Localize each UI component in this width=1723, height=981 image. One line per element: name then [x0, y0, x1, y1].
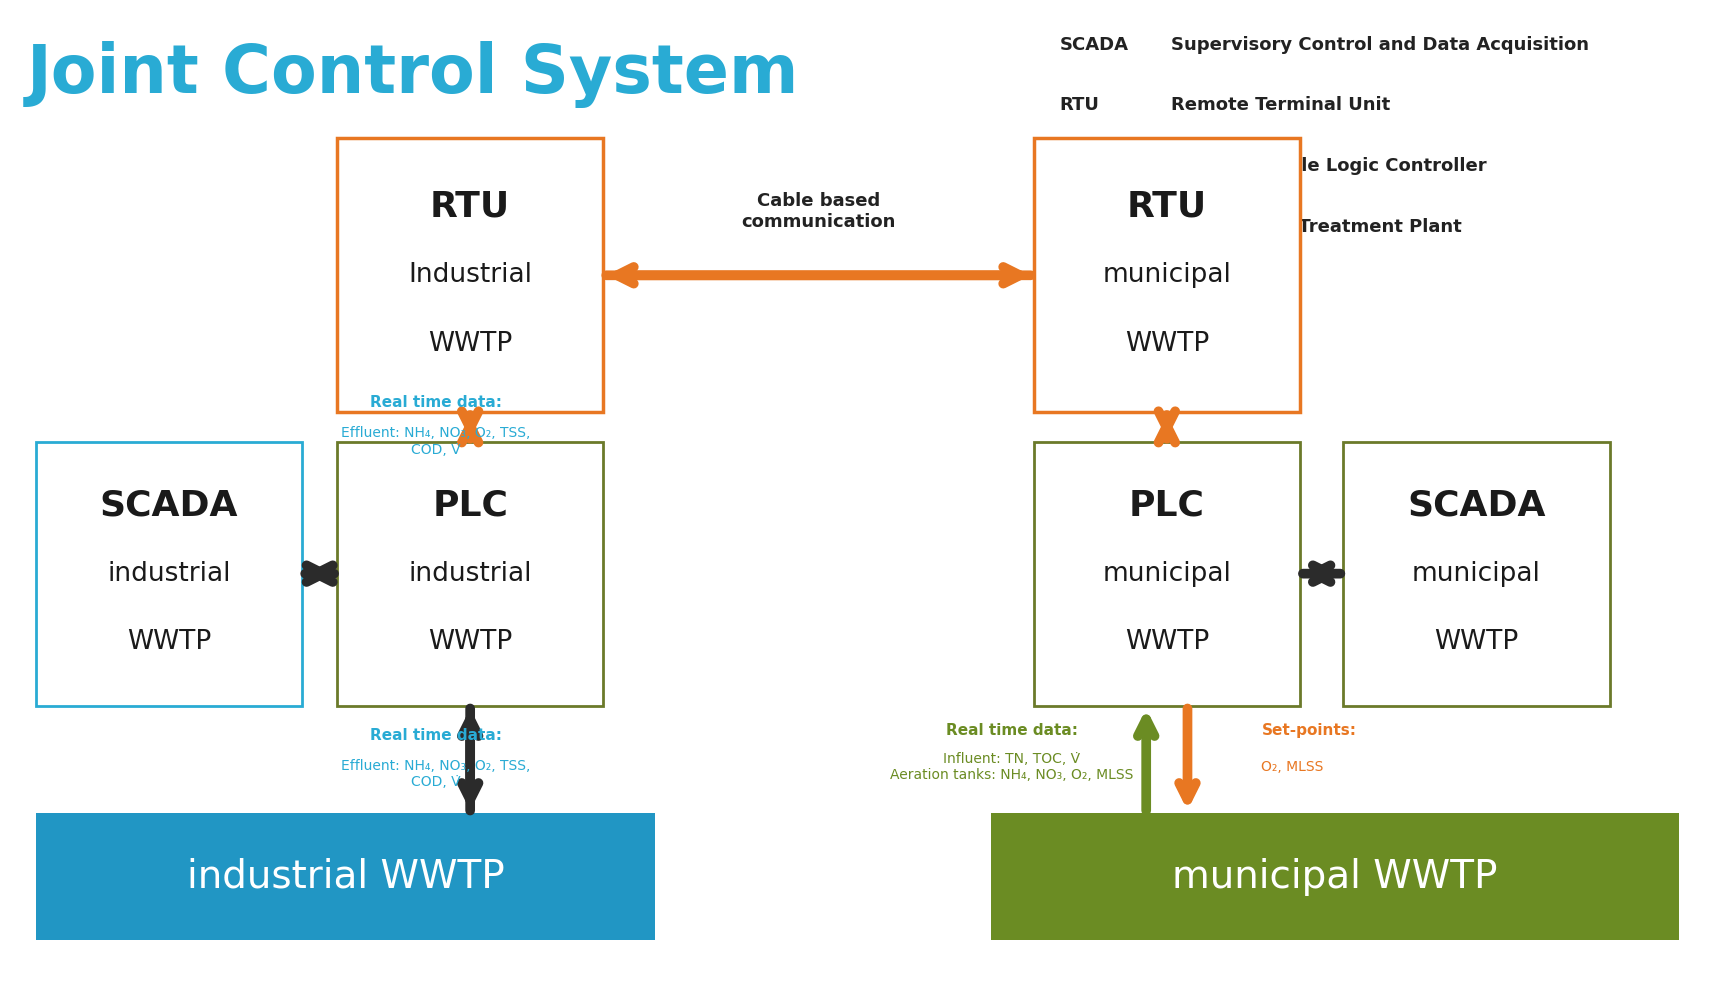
FancyBboxPatch shape [336, 441, 603, 705]
Text: RTU: RTU [431, 189, 510, 224]
Text: Real time data:: Real time data: [370, 728, 501, 743]
FancyBboxPatch shape [1344, 441, 1609, 705]
FancyBboxPatch shape [991, 813, 1678, 941]
Text: Set-points:: Set-points: [1261, 723, 1356, 738]
FancyBboxPatch shape [36, 813, 655, 941]
Text: Effluent: NH₄, NO₃, O₂, TSS,
COD, V̇: Effluent: NH₄, NO₃, O₂, TSS, COD, V̇ [341, 759, 531, 790]
Text: Programmable Logic Controller: Programmable Logic Controller [1172, 157, 1487, 175]
Text: municipal: municipal [1103, 561, 1232, 587]
Text: Real time data:: Real time data: [370, 395, 501, 410]
Text: O₂, MLSS: O₂, MLSS [1261, 760, 1323, 774]
Text: PLC: PLC [432, 489, 508, 522]
Text: WWTP: WWTP [427, 331, 512, 357]
Text: WWTP: WWTP [1060, 218, 1125, 235]
FancyBboxPatch shape [1034, 138, 1301, 412]
Text: WWTP: WWTP [1434, 629, 1518, 655]
FancyBboxPatch shape [36, 441, 303, 705]
Text: Industrial: Industrial [408, 262, 532, 288]
Text: Real time data:: Real time data: [946, 723, 1079, 738]
Text: municipal: municipal [1103, 262, 1232, 288]
Text: PLC: PLC [1129, 489, 1204, 522]
Text: SCADA: SCADA [1408, 489, 1546, 522]
FancyBboxPatch shape [1034, 441, 1301, 705]
Text: Joint Control System: Joint Control System [28, 40, 799, 108]
Text: SCADA: SCADA [100, 489, 238, 522]
Text: industrial: industrial [107, 561, 231, 587]
Text: WWTP: WWTP [1125, 629, 1210, 655]
Text: Influent: TN, TOC, V̇
Aeration tanks: NH₄, NO₃, O₂, MLSS: Influent: TN, TOC, V̇ Aeration tanks: NH… [891, 752, 1134, 783]
Text: industrial WWTP: industrial WWTP [186, 858, 505, 896]
Text: WWTP: WWTP [427, 629, 512, 655]
Text: Effluent: NH₄, NO₃, O₂, TSS,
COD, V̇: Effluent: NH₄, NO₃, O₂, TSS, COD, V̇ [341, 427, 531, 457]
Text: Remote Terminal Unit: Remote Terminal Unit [1172, 96, 1390, 114]
Text: municipal: municipal [1413, 561, 1540, 587]
Text: RTU: RTU [1127, 189, 1208, 224]
Text: municipal WWTP: municipal WWTP [1172, 858, 1497, 896]
Text: Wastewater Treatment Plant: Wastewater Treatment Plant [1172, 218, 1461, 235]
Text: Cable based
communication: Cable based communication [741, 192, 896, 232]
Text: SCADA: SCADA [1060, 35, 1129, 54]
FancyBboxPatch shape [336, 138, 603, 412]
Text: PLC: PLC [1060, 157, 1098, 175]
Text: WWTP: WWTP [1125, 331, 1210, 357]
Text: RTU: RTU [1060, 96, 1099, 114]
Text: Supervisory Control and Data Acquisition: Supervisory Control and Data Acquisition [1172, 35, 1589, 54]
Text: WWTP: WWTP [128, 629, 212, 655]
Text: industrial: industrial [408, 561, 532, 587]
